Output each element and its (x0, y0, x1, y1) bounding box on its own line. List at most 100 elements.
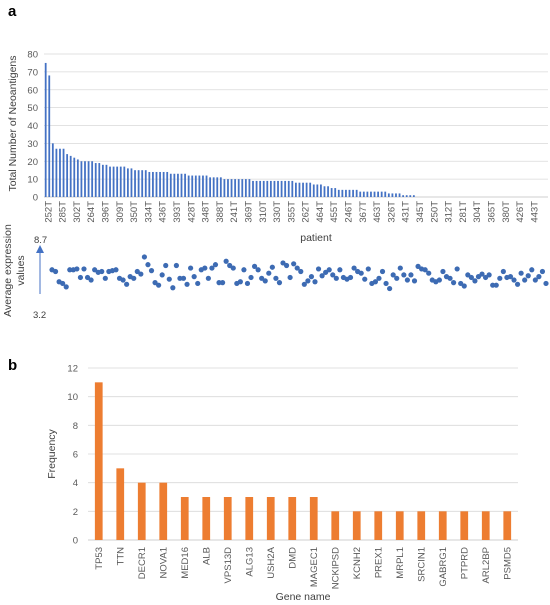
dot (387, 285, 393, 292)
x-tick-label: 388T (215, 201, 226, 223)
dot (497, 275, 503, 281)
dot (319, 273, 325, 279)
bar (352, 511, 361, 540)
bar (112, 166, 115, 197)
bar (241, 179, 244, 197)
dot (372, 279, 379, 285)
bar (180, 497, 189, 540)
bar (341, 189, 344, 197)
dot (436, 277, 442, 283)
x-tick-label: 312T (444, 201, 455, 223)
x-tick-label: 281T (458, 201, 469, 223)
dot (507, 274, 514, 280)
dot (124, 281, 130, 287)
dot (283, 262, 290, 269)
bar (402, 195, 405, 197)
x-axis-title: Gene name (276, 591, 331, 603)
dot (291, 261, 297, 267)
dot (269, 264, 275, 270)
x-tick-labels: 252T 285T 302T 264T 396T 309T 350T 334T 436T 393T… (43, 201, 540, 223)
dot (230, 265, 236, 271)
x-tick-label: 463T (372, 201, 383, 223)
x-tick-label: MAGEC1 (309, 547, 320, 587)
x-tick-label: PSMD5 (502, 547, 513, 580)
dot (188, 265, 194, 271)
y-tick-label: 4 (73, 478, 78, 489)
dot (468, 274, 474, 281)
dot (298, 268, 304, 275)
x-tick-label: 252T (43, 201, 54, 223)
x-tick-label: 326T (386, 201, 397, 223)
dot (294, 265, 300, 271)
y-tick-label: 10 (67, 392, 78, 403)
bar (187, 175, 190, 197)
bar (159, 171, 161, 197)
dot (60, 280, 66, 287)
bar (266, 180, 269, 197)
bar (327, 186, 329, 197)
bar (262, 180, 265, 197)
bar (273, 180, 276, 197)
bar (248, 179, 251, 197)
dot (166, 276, 172, 282)
dot (67, 267, 73, 273)
dot (251, 263, 258, 269)
x-tick-label: TP53 (94, 547, 105, 570)
bar (348, 189, 351, 197)
bar (320, 184, 322, 197)
dot (237, 279, 243, 285)
x-tick-label: 436T (158, 201, 169, 223)
bar (123, 166, 126, 197)
bar (202, 175, 204, 197)
dot (241, 267, 247, 273)
bar (373, 191, 376, 197)
dot (358, 270, 364, 276)
y-tick-label: 8 (73, 421, 78, 432)
bar (503, 511, 512, 540)
bar (460, 511, 469, 540)
bar (98, 163, 101, 197)
bar (198, 175, 201, 197)
bar (398, 193, 401, 197)
dot (305, 278, 311, 284)
x-tick-label: USH2A (266, 546, 277, 578)
x-tick-label: NOVA1 (158, 547, 169, 579)
dot (205, 275, 211, 281)
x-tick-label: DMD (287, 547, 298, 569)
bar (69, 155, 72, 197)
bar (384, 191, 387, 197)
bar (245, 497, 254, 540)
x-tick-label: 348T (201, 201, 212, 223)
dot (511, 277, 517, 283)
bar (269, 180, 272, 197)
y-tick-label: 6 (73, 450, 78, 461)
bar (237, 179, 240, 197)
x-tick-label: 464T (315, 201, 326, 223)
dot (326, 267, 332, 273)
bar (330, 188, 333, 197)
y-min-label: 3.2 (33, 310, 46, 321)
bar (234, 179, 237, 197)
dot (202, 265, 208, 271)
bar (223, 497, 232, 540)
bars (44, 62, 415, 197)
bar (266, 497, 275, 540)
bar (380, 191, 383, 197)
panel-a-label: a (8, 3, 17, 20)
x-tick-label: MED16 (180, 547, 191, 579)
y-tick-labels: 0 10 20 30 40 50 60 70 80 (27, 50, 38, 204)
bar (255, 180, 258, 197)
dot (397, 265, 403, 271)
dot (180, 275, 187, 281)
bar (144, 170, 147, 197)
y-tick-label: 50 (27, 103, 38, 114)
bar (355, 189, 358, 197)
x-tick-label: 304T (472, 201, 483, 223)
bar (259, 180, 262, 197)
gridlines (44, 53, 548, 198)
panel-b-label: b (8, 357, 17, 374)
bar (166, 171, 169, 197)
x-tick-label: PREX1 (373, 547, 384, 578)
bar (73, 157, 76, 197)
x-tick-label: VPS13D (223, 547, 234, 584)
